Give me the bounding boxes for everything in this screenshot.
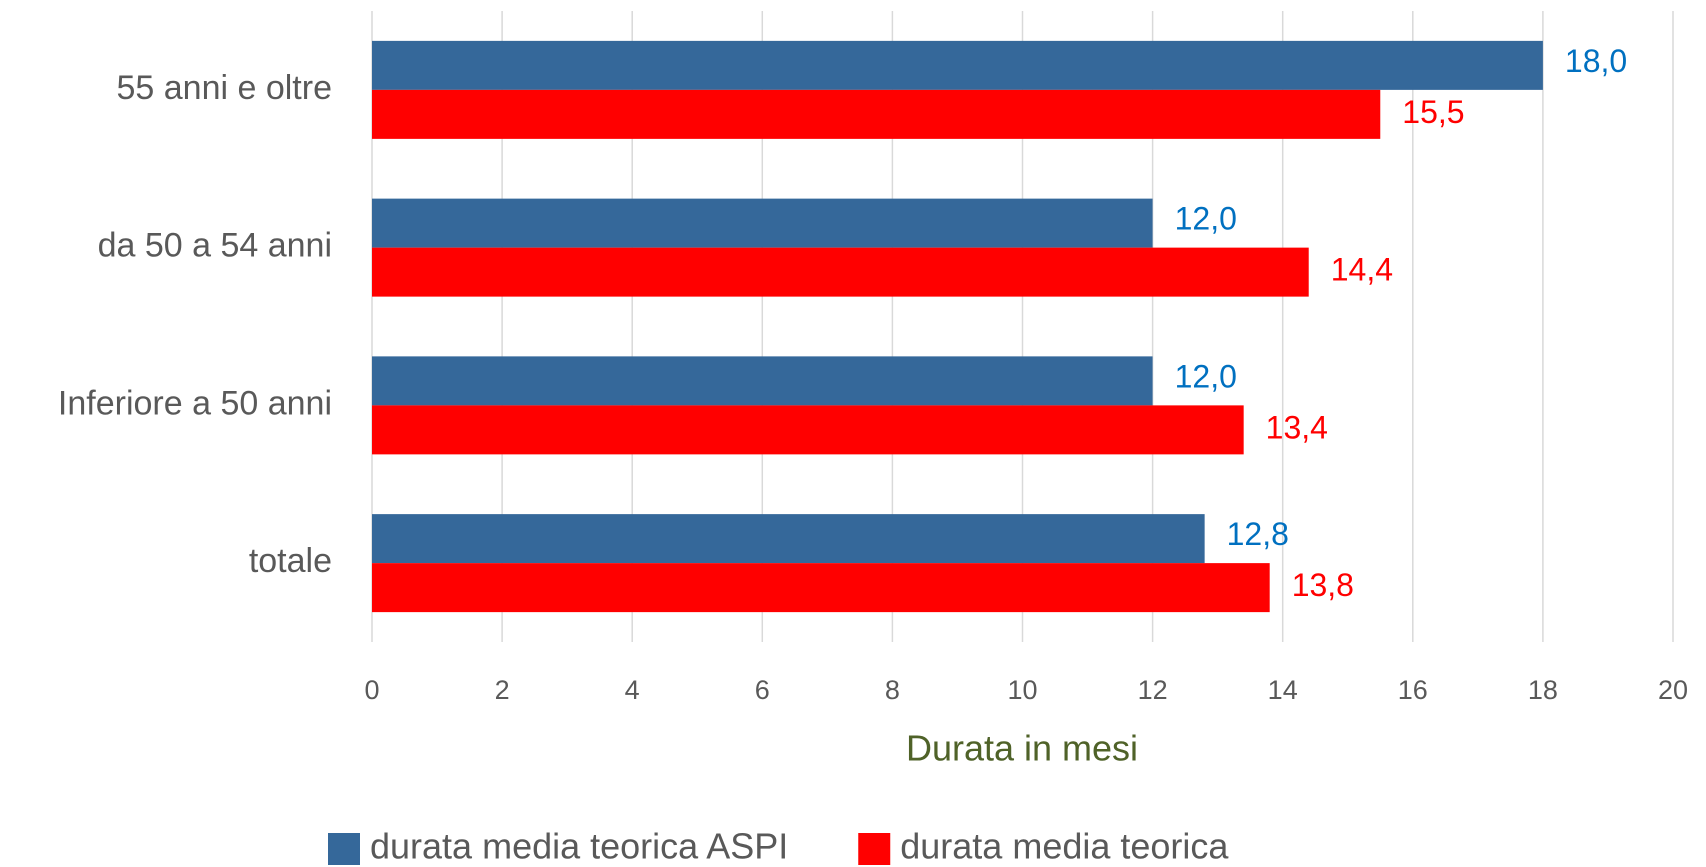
value-label: 18,0 <box>1565 43 1627 79</box>
x-tick-label: 8 <box>885 675 900 705</box>
x-tick-label: 2 <box>495 675 510 705</box>
value-label: 12,0 <box>1175 201 1237 237</box>
value-label: 13,8 <box>1292 567 1354 603</box>
value-label: 15,5 <box>1402 94 1464 130</box>
value-label: 13,4 <box>1266 409 1328 445</box>
x-tick-label: 10 <box>1007 675 1037 705</box>
bar <box>372 514 1205 564</box>
value-label: 14,4 <box>1331 252 1393 288</box>
x-tick-label: 14 <box>1268 675 1298 705</box>
x-axis-label: Durata in mesi <box>906 728 1138 769</box>
x-tick-label: 6 <box>755 675 770 705</box>
legend-swatch <box>328 833 360 865</box>
bar <box>372 89 1381 139</box>
bar <box>372 356 1153 406</box>
x-tick-label: 18 <box>1528 675 1558 705</box>
bar <box>372 563 1270 613</box>
x-tick-label: 4 <box>625 675 640 705</box>
y-tick-label: da 50 a 54 anni <box>98 227 332 265</box>
legend-label: durata media teorica <box>900 826 1229 867</box>
value-label: 12,0 <box>1175 358 1237 394</box>
bar <box>372 247 1309 297</box>
value-label: 12,8 <box>1227 516 1289 552</box>
y-tick-label: Inferiore a 50 anni <box>58 384 332 422</box>
y-tick-label: 55 anni e oltre <box>117 69 333 107</box>
legend-swatch <box>858 833 891 865</box>
x-tick-label: 0 <box>364 675 379 705</box>
x-tick-label: 16 <box>1398 675 1428 705</box>
bar <box>372 405 1244 455</box>
x-tick-label: 12 <box>1138 675 1168 705</box>
bar <box>372 198 1153 248</box>
bar <box>372 40 1543 90</box>
legend-label: durata media teorica ASPI <box>370 826 788 867</box>
y-tick-label: totale <box>249 542 332 580</box>
x-tick-label: 20 <box>1658 675 1688 705</box>
